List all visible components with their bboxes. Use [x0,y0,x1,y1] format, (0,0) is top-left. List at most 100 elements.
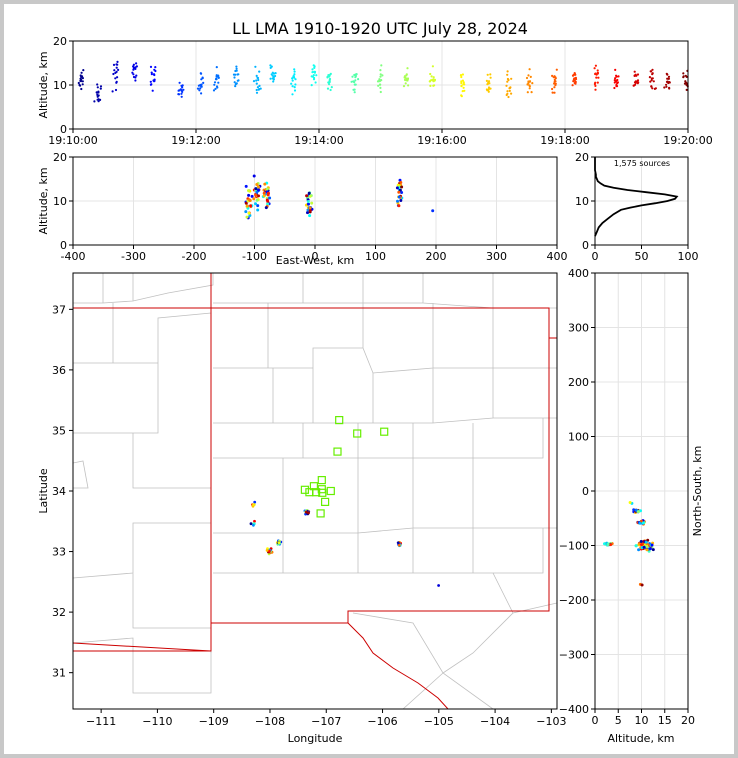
time-height-point [667,77,671,80]
time-height-point [379,75,382,78]
time-height-point [151,89,154,92]
x-tick-label: -200 [182,250,207,263]
time-height-point [256,76,260,80]
time-height-point [510,77,513,80]
x-tick-label: −105 [424,715,454,728]
time-height-point [407,84,410,87]
time-height-point [93,100,96,103]
x-tick-label: 0 [592,714,599,727]
time-height-point [461,73,464,76]
plan-view-point [304,510,308,514]
time-height-point [636,73,640,76]
y-tick-label: 10 [53,195,67,208]
east-west-point [245,215,249,219]
y-tick-label: 31 [52,667,66,680]
y-tick-label: 10 [575,195,589,208]
time-height-point [135,65,138,68]
east-west-point [397,195,401,199]
east-west-point [247,198,251,202]
time-height-point [152,73,156,76]
x-tick-label: 19:18:00 [540,134,589,147]
time-height-point [293,68,296,71]
time-height-point [180,92,183,95]
time-height-point [429,84,432,87]
time-height-point [214,87,217,90]
x-tick-label: 10 [635,714,649,727]
time-height-point [117,68,120,71]
time-height-point [528,84,531,87]
time-height-point [80,75,83,79]
time-height-point [79,80,83,83]
y-tick-label: 32 [52,606,66,619]
lma-station-marker [353,429,362,438]
time-height-point [402,85,406,88]
time-height-point [217,76,220,79]
time-height-point [614,68,617,71]
time-height-point [460,81,463,85]
time-height-point [82,69,85,72]
time-height-point [314,81,317,84]
north-south-point [632,508,636,512]
time-height-point [196,87,200,90]
x-tick-label: −103 [536,715,566,728]
time-height-point [506,77,509,81]
east-west-point [431,209,435,213]
time-height-point [634,83,637,86]
time-height-point [428,80,432,83]
time-height-point [216,86,219,89]
east-west-ticks: -400 -300 -200 -100 0 100 200 300 400 0 10 20 [53,151,568,263]
east-west-point [254,202,257,206]
north-south-point [639,540,643,543]
time-height-point [198,89,201,92]
time-height-point [235,65,238,68]
time-height-point [489,76,492,79]
time-height-point [255,88,258,92]
x-tick-label: 19:14:00 [294,134,343,147]
time-height-point [257,78,260,82]
time-height-point [293,86,296,89]
east-west-point [254,193,258,197]
time-height-point [380,79,383,82]
time-height-point [81,83,84,86]
time-height-point [666,77,669,80]
time-height-point [178,81,181,84]
x-tick-label: 20 [681,714,695,727]
time-height-point [233,76,236,79]
lma-station-marker [316,509,325,518]
time-height-point [652,80,655,83]
lma-station-marker [309,482,318,491]
time-height-point [149,65,153,68]
time-height-point [404,82,407,85]
y-tick-label: 0 [60,239,67,252]
y-tick-label: 10 [53,79,67,92]
time-height-point [684,74,687,77]
time-height-point [506,70,509,73]
time-height-point [312,74,315,77]
time-height-point [255,79,258,82]
x-tick-label: -300 [121,250,146,263]
time-height-point [553,91,556,94]
time-height-point [352,80,355,83]
time-height-point [132,65,135,68]
east-west-point [255,190,259,194]
time-height-point [149,80,152,83]
east-west-point [247,193,251,197]
time-height-point [291,85,294,88]
time-height-point [353,73,356,77]
time-height-point [313,66,316,69]
time-height-point [80,71,83,74]
x-tick-label: 200 [426,250,447,263]
time-height-point [255,91,259,94]
time-height-point [651,77,654,80]
east-west-point [256,185,260,189]
east-west-point [244,201,248,205]
time-height-point [379,69,382,72]
time-height-point [489,73,492,76]
time-height-point [293,73,296,76]
east-west-point [268,196,272,200]
time-height-point [116,76,119,79]
lma-station-marker [318,488,327,497]
time-height-point [355,73,358,76]
north-south-point [645,548,649,552]
time-height-point [115,81,118,84]
